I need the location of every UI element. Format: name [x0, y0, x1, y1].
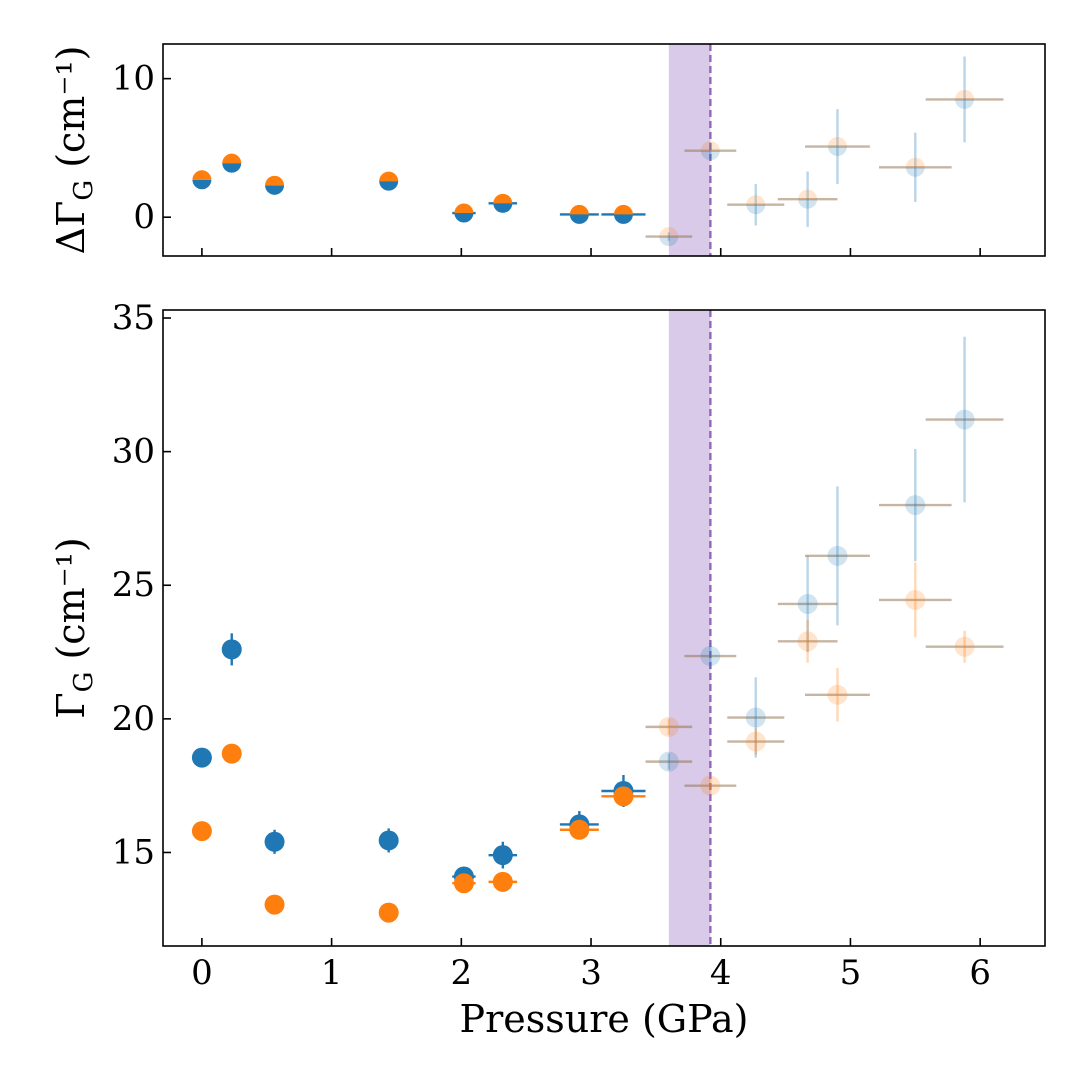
phase-band — [668, 310, 711, 946]
data-point-upper — [493, 193, 513, 204]
x-axis-label: Pressure (GPa) — [460, 997, 749, 1041]
data-point-lower — [265, 185, 285, 195]
data-point-orange — [827, 684, 848, 705]
data-point-blue — [492, 845, 513, 866]
x-tick-label: 0 — [191, 953, 213, 993]
data-point-lower — [222, 163, 242, 173]
data-point-lower — [379, 181, 399, 191]
data-point-blue — [745, 707, 766, 728]
y-tick-label: 10 — [112, 59, 155, 99]
data-point-upper — [700, 141, 720, 151]
data-point-lower — [454, 213, 474, 223]
data-point-lower — [798, 199, 818, 209]
data-point-upper — [265, 175, 285, 186]
y-tick-label: 25 — [112, 565, 155, 605]
data-point-lower — [192, 179, 212, 190]
y-tick-label: 15 — [112, 832, 155, 872]
x-tick-label: 4 — [710, 953, 732, 993]
data-point-upper — [222, 153, 242, 164]
data-point-orange — [613, 786, 634, 807]
data-point-lower — [569, 214, 589, 224]
data-point-blue — [797, 593, 818, 614]
data-point-upper — [613, 204, 633, 215]
data-point-upper — [955, 89, 975, 100]
y-tick-label: 30 — [112, 432, 155, 472]
data-point-orange — [745, 731, 766, 752]
data-point-blue — [658, 751, 679, 772]
bottom-panel: 0 1 2 3 4 5 6 15 20 25 30 35 ΓG (cm⁻¹) Pressure (GPa) — [49, 298, 1046, 1041]
data-point-orange — [700, 775, 721, 796]
x-tick-label: 6 — [969, 953, 991, 993]
x-tick-label: 2 — [451, 953, 473, 993]
data-point-lower — [700, 150, 720, 161]
data-point-blue — [191, 747, 212, 768]
data-point-orange — [191, 821, 212, 842]
data-point-orange — [797, 631, 818, 652]
data-point-lower — [827, 146, 847, 157]
data-point-blue — [221, 639, 242, 660]
data-point-lower — [746, 204, 766, 215]
data-point-lower — [905, 167, 925, 177]
data-point-upper — [192, 170, 212, 180]
data-point-upper — [827, 137, 847, 147]
data-point-lower — [659, 236, 679, 247]
top-panel: 0 10 ΔΓG (cm⁻¹) — [49, 43, 1046, 257]
y-axis-label: ΔΓG (cm⁻¹) — [49, 46, 99, 255]
y-tick-label: 0 — [133, 197, 155, 237]
y-axis-label: ΓG (cm⁻¹) — [49, 537, 99, 719]
data-point-lower — [955, 99, 975, 109]
data-point-blue — [905, 495, 926, 516]
data-point-orange — [658, 716, 679, 737]
x-tick-label: 3 — [580, 953, 602, 993]
data-point-orange — [221, 743, 242, 764]
plot-frame — [162, 43, 1046, 257]
data-point-upper — [798, 189, 818, 200]
data-point-orange — [954, 636, 975, 657]
data-point-upper — [569, 204, 589, 215]
data-point-orange — [569, 819, 590, 840]
data-point-lower — [493, 203, 513, 213]
data-point-upper — [905, 157, 925, 168]
data-point-orange — [378, 902, 399, 923]
data-point-orange — [492, 871, 513, 892]
data-point-upper — [659, 227, 679, 237]
y-tick-label: 35 — [112, 298, 155, 338]
data-point-upper — [454, 203, 474, 214]
data-point-blue — [827, 545, 848, 566]
data-point-blue — [954, 409, 975, 430]
data-point-upper — [379, 171, 399, 182]
data-point-upper — [746, 195, 766, 205]
x-tick-label: 5 — [840, 953, 862, 993]
data-point-orange — [264, 894, 285, 915]
data-point-blue — [700, 646, 721, 667]
data-point-blue — [264, 831, 285, 852]
data-point-orange — [905, 589, 926, 610]
plot-frame — [162, 309, 1046, 947]
y-tick-label: 20 — [112, 699, 155, 739]
data-point-lower — [613, 214, 633, 224]
data-point-blue — [378, 830, 399, 851]
x-tick-label: 1 — [321, 953, 343, 993]
data-point-orange — [453, 873, 474, 894]
